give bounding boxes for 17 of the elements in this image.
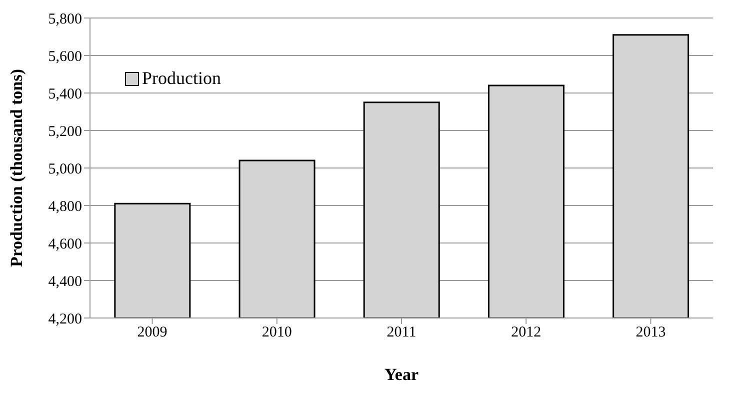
x-tick-label: 2010 (262, 324, 292, 341)
x-axis-title: Year (384, 365, 419, 384)
y-tick-label: 5,000 (48, 161, 82, 178)
x-tick-label: 2009 (137, 324, 168, 341)
y-tick-label: 4,800 (48, 198, 82, 215)
y-tick-label: 4,400 (48, 274, 82, 290)
y-tick-label: 5,800 (48, 11, 82, 28)
y-axis-title: Production (thousand tons) (7, 68, 26, 268)
y-tick-label: 5,400 (48, 86, 82, 102)
y-tick-label: 4,200 (48, 311, 82, 328)
y-tick-label: 5,600 (48, 48, 82, 65)
legend-label: Production (142, 68, 221, 89)
x-tick-label: 2013 (636, 324, 666, 341)
x-tick-label: 2011 (386, 324, 416, 341)
y-tick-label: 5,200 (48, 124, 82, 140)
x-tick-label: 2012 (511, 324, 542, 341)
y-tick-label: 4,600 (48, 236, 82, 252)
